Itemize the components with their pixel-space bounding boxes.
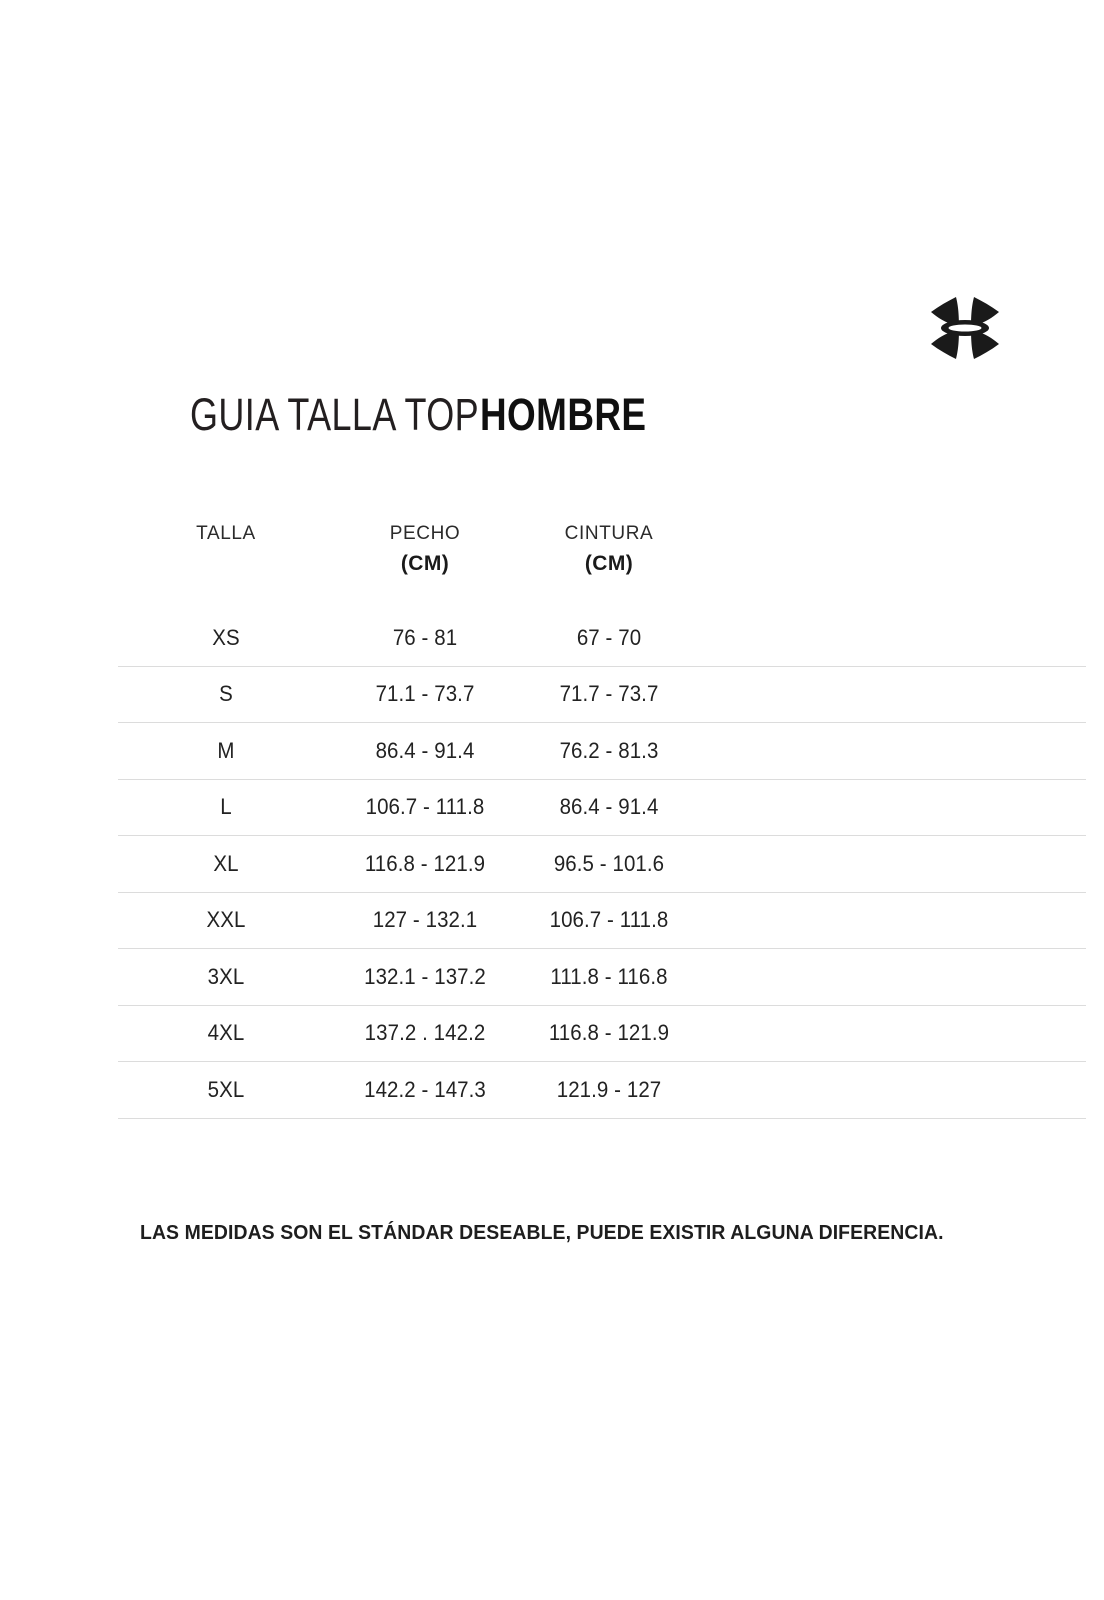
cell-talla: XS xyxy=(212,624,240,650)
column-header-talla-label: TALLA xyxy=(196,523,256,544)
cell-talla: 4XL xyxy=(207,1020,245,1046)
table-row: L 106.7 - 111.8 86.4 - 91.4 xyxy=(118,780,1086,836)
cell-pecho: 106.7 - 111.8 xyxy=(365,794,485,820)
cell-cintura: 71.7 - 73.7 xyxy=(559,681,659,707)
cell-pecho: 142.2 - 147.3 xyxy=(364,1076,486,1102)
column-header-talla: TALLA xyxy=(118,524,334,544)
cell-cintura: 106.7 - 111.8 xyxy=(549,907,669,933)
table-row: XL 116.8 - 121.9 96.5 - 101.6 xyxy=(118,836,1086,893)
table-row: S 71.1 - 73.7 71.7 - 73.7 xyxy=(118,667,1086,723)
column-header-pecho-label: PECHO xyxy=(389,523,461,544)
cell-pecho: 116.8 - 121.9 xyxy=(364,850,486,876)
table-header-row: TALLA PECHO (CM) CINTURA (CM) xyxy=(118,524,1086,610)
cell-talla: XXL xyxy=(206,907,246,933)
cell-pecho: 137.2 . 142.2 xyxy=(364,1020,486,1046)
cell-talla: L xyxy=(220,794,232,820)
cell-pecho: 86.4 - 91.4 xyxy=(375,737,475,763)
cell-pecho: 76 - 81 xyxy=(392,624,458,650)
cell-talla: XL xyxy=(213,850,239,876)
cell-cintura: 111.8 - 116.8 xyxy=(550,963,668,989)
column-header-cintura: CINTURA (CM) xyxy=(516,524,702,576)
cell-cintura: 116.8 - 121.9 xyxy=(548,1020,670,1046)
cell-pecho: 132.1 - 137.2 xyxy=(364,963,486,989)
measurement-disclaimer: LAS MEDIDAS SON EL STÁNDAR DESEABLE, PUE… xyxy=(140,1222,944,1244)
cell-cintura: 67 - 70 xyxy=(576,624,642,650)
table-row: 3XL 132.1 - 137.2 111.8 - 116.8 xyxy=(118,949,1086,1006)
page-title-light: GUIA TALLA TOP xyxy=(190,389,480,440)
column-header-cintura-unit: (CM) xyxy=(584,552,634,575)
table-row: 4XL 137.2 . 142.2 116.8 - 121.9 xyxy=(118,1006,1086,1062)
column-header-cintura-label: CINTURA xyxy=(564,523,654,544)
cell-cintura: 76.2 - 81.3 xyxy=(559,737,659,763)
cell-cintura: 121.9 - 127 xyxy=(556,1076,662,1102)
table-row: XS 76 - 81 67 - 70 xyxy=(118,610,1086,667)
cell-pecho: 71.1 - 73.7 xyxy=(375,681,475,707)
column-header-pecho: PECHO (CM) xyxy=(334,524,516,576)
cell-talla: 3XL xyxy=(207,963,245,989)
column-header-pecho-unit: (CM) xyxy=(400,552,450,575)
size-chart-table: TALLA PECHO (CM) CINTURA (CM) XS 76 - 81… xyxy=(118,524,1086,1119)
cell-pecho: 127 - 132.1 xyxy=(372,907,478,933)
cell-cintura: 96.5 - 101.6 xyxy=(553,850,665,876)
table-row: 5XL 142.2 - 147.3 121.9 - 127 xyxy=(118,1062,1086,1119)
table-row: M 86.4 - 91.4 76.2 - 81.3 xyxy=(118,723,1086,780)
page-title: GUIA TALLA TOP HOMBRE xyxy=(190,392,683,437)
under-armour-logo xyxy=(908,291,1022,363)
cell-talla: 5XL xyxy=(207,1076,245,1102)
cell-talla: M xyxy=(217,737,235,763)
cell-cintura: 86.4 - 91.4 xyxy=(559,794,659,820)
cell-talla: S xyxy=(219,681,233,707)
table-row: XXL 127 - 132.1 106.7 - 111.8 xyxy=(118,893,1086,949)
page-title-bold: HOMBRE xyxy=(480,389,647,440)
